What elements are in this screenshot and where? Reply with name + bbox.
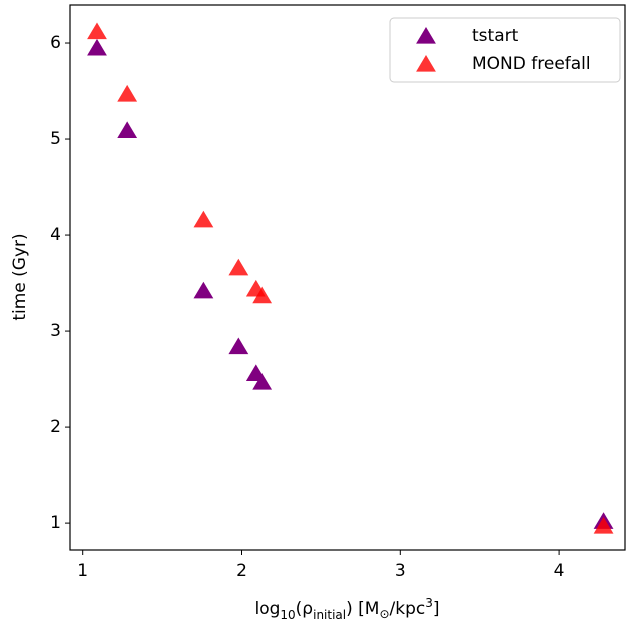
x-axis-label-part: ⊙ xyxy=(379,607,389,621)
y-axis-label: time (Gyr) xyxy=(10,233,30,320)
x-axis-label-part: 3 xyxy=(425,596,433,610)
y-tick-label: 2 xyxy=(50,417,61,437)
x-axis-label-part: log xyxy=(254,599,280,619)
point xyxy=(228,258,249,276)
y-tick-label: 1 xyxy=(50,513,61,533)
x-axis-label-part: 10 xyxy=(280,608,295,622)
point xyxy=(193,281,214,299)
x-axis-label-part: (ρ xyxy=(296,599,313,619)
x-axis-label-part: ) [M xyxy=(346,599,379,619)
point xyxy=(593,516,614,534)
x-axis-label-part: /kpc xyxy=(390,599,426,619)
x-axis-label: log10(ρinitial) [M⊙/kpc3] xyxy=(254,596,439,622)
plot-frame xyxy=(69,4,626,551)
y-tick-label: 6 xyxy=(50,33,61,53)
point xyxy=(228,337,249,355)
y-tick-label: 5 xyxy=(50,129,61,149)
point xyxy=(117,84,138,102)
legend-marker xyxy=(416,55,436,72)
legend-marker xyxy=(416,27,436,44)
legend-label: tstart xyxy=(472,26,519,46)
x-tick-label: 2 xyxy=(236,561,247,581)
point xyxy=(87,22,107,40)
point xyxy=(117,121,138,139)
y-tick-label: 4 xyxy=(50,225,61,245)
point xyxy=(252,286,273,304)
x-axis-label-part: ] xyxy=(433,599,440,619)
legend-label: MOND freefall xyxy=(472,54,591,74)
point xyxy=(193,210,214,228)
point xyxy=(252,372,273,390)
y-tick-label: 3 xyxy=(50,321,61,341)
x-tick-label: 3 xyxy=(395,561,406,581)
x-tick-label: 4 xyxy=(554,561,565,581)
x-axis-label-part: initial xyxy=(313,608,346,622)
point xyxy=(87,38,107,56)
x-tick-label: 1 xyxy=(77,561,88,581)
legend-box xyxy=(389,17,621,83)
